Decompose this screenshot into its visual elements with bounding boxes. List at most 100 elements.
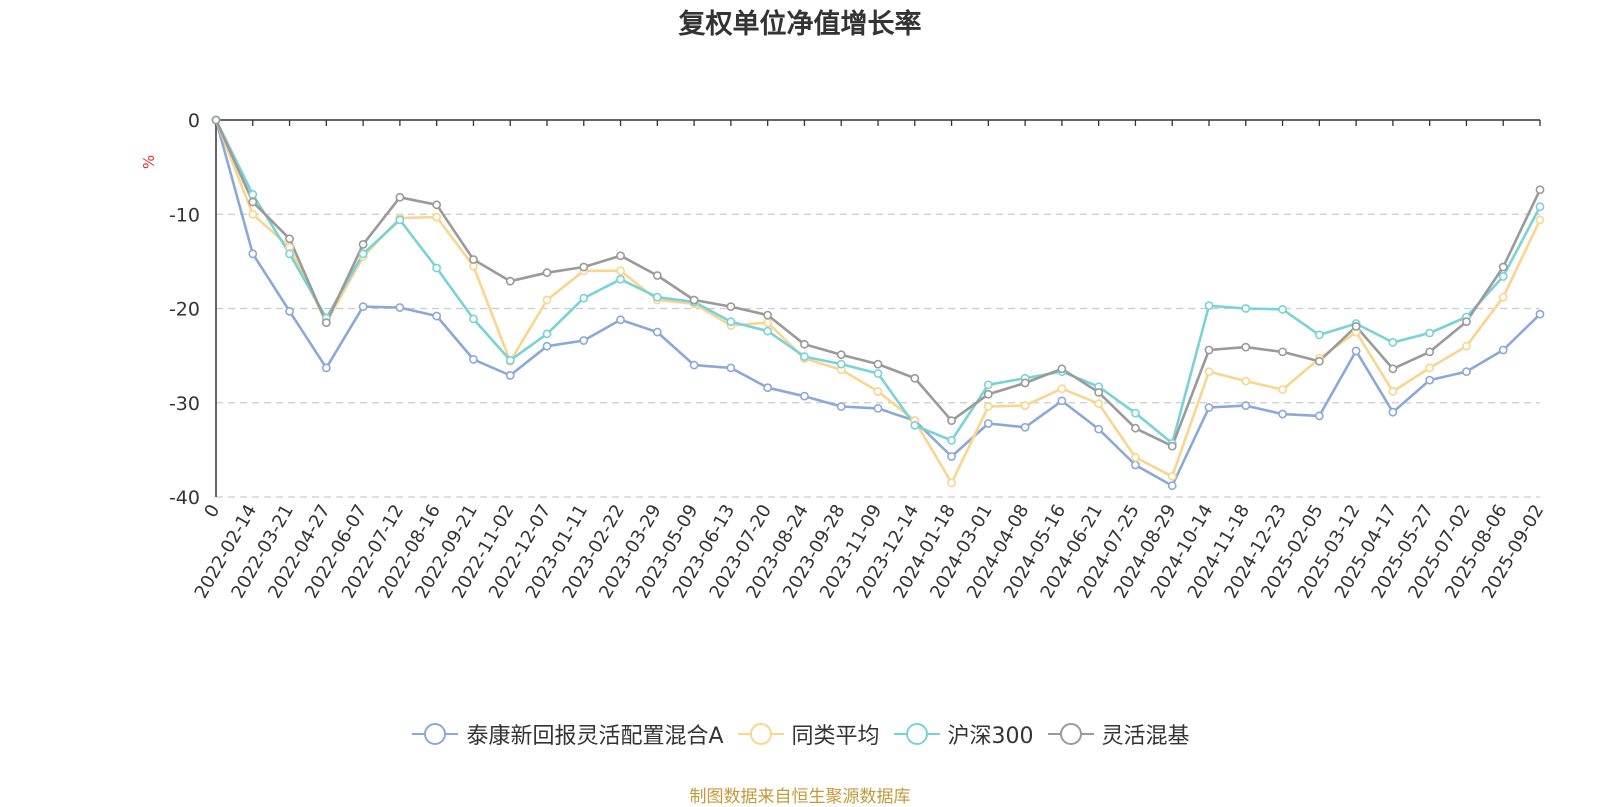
data-point <box>1057 364 1067 374</box>
data-point <box>836 402 846 411</box>
data-point <box>873 387 883 396</box>
legend-item-1[interactable]: 泰康新回报灵活配置混合A <box>410 718 724 750</box>
data-point <box>285 234 294 244</box>
data-point <box>1241 304 1251 313</box>
data-point <box>1351 322 1361 331</box>
data-point <box>1314 411 1324 421</box>
data-point <box>1278 385 1287 394</box>
data-point <box>1131 453 1140 462</box>
data-point <box>1462 317 1471 327</box>
data-point <box>248 197 258 207</box>
data-point <box>983 380 993 390</box>
legend-marker-icon <box>737 723 784 745</box>
data-point <box>469 314 478 324</box>
data-point <box>983 402 993 411</box>
legend-label: 灵活混基 <box>1101 724 1190 749</box>
data-point <box>358 240 368 249</box>
data-point <box>1204 345 1214 355</box>
data-point <box>1535 185 1545 195</box>
legend-label: 沪深300 <box>947 724 1034 749</box>
data-point <box>1425 363 1435 373</box>
data-point <box>1388 407 1398 417</box>
data-point <box>1278 347 1287 357</box>
y-axis-unit-label: % <box>140 155 158 169</box>
data-point <box>1204 367 1214 377</box>
data-point <box>1241 376 1251 386</box>
data-point <box>1314 330 1324 340</box>
data-point <box>505 355 515 365</box>
x-tick-label: 0 <box>200 501 224 521</box>
data-point <box>1204 403 1214 412</box>
data-point <box>1425 347 1435 357</box>
data-point <box>1057 396 1067 406</box>
data-point <box>836 359 846 369</box>
data-point <box>1204 301 1214 311</box>
x-tick-labels: 02022-02-142022-03-212022-04-272022-06-0… <box>191 501 1549 602</box>
data-point <box>1535 309 1545 319</box>
data-point <box>689 295 699 305</box>
data-point <box>395 192 405 202</box>
data-point <box>1278 305 1287 314</box>
data-point <box>505 371 515 380</box>
data-point <box>542 268 552 278</box>
data-point <box>652 327 662 337</box>
data-point <box>285 306 294 316</box>
data-point <box>248 249 258 259</box>
data-point <box>1498 345 1508 355</box>
data-point <box>1241 401 1251 410</box>
data-point <box>873 359 883 369</box>
data-point <box>763 326 773 336</box>
data-point <box>1462 367 1471 377</box>
data-point <box>321 318 331 328</box>
data-point <box>579 336 589 345</box>
data-point <box>542 295 552 305</box>
legend-item-2[interactable]: 同类平均 <box>736 718 880 750</box>
data-point <box>616 266 625 276</box>
data-point <box>1388 387 1398 396</box>
data-point <box>983 389 993 399</box>
data-point <box>616 315 625 325</box>
data-point <box>1278 409 1287 419</box>
series-markers <box>211 115 1545 491</box>
legend-item-4[interactable]: 灵活混基 <box>1046 718 1190 750</box>
data-point <box>947 478 956 488</box>
data-point <box>542 341 552 351</box>
legend-label: 同类平均 <box>791 724 880 749</box>
data-point <box>983 419 993 428</box>
data-point <box>1167 441 1177 451</box>
data-point <box>836 350 846 360</box>
data-point <box>652 271 662 280</box>
data-point <box>800 339 809 349</box>
data-point <box>432 212 442 222</box>
data-point <box>1167 471 1177 481</box>
data-point <box>1498 262 1508 272</box>
data-point <box>1167 481 1177 491</box>
data-point <box>1057 384 1067 394</box>
data-point <box>873 369 883 378</box>
data-point <box>432 263 442 273</box>
series-line-4 <box>214 119 1542 448</box>
legend-item-3[interactable]: 沪深300 <box>892 718 1034 750</box>
legend-marker-icon <box>412 723 459 745</box>
data-point <box>579 262 589 272</box>
data-point <box>726 363 736 373</box>
data-point <box>616 274 625 284</box>
data-point <box>1094 387 1104 397</box>
series-line-2 <box>214 119 1542 485</box>
data-point <box>910 420 920 430</box>
grid-lines <box>216 213 1540 498</box>
data-point <box>1241 342 1251 352</box>
data-point <box>1351 346 1361 356</box>
data-point <box>285 249 294 259</box>
data-point <box>947 416 956 426</box>
y-tick-label: -10 <box>169 204 200 226</box>
data-point <box>469 354 478 364</box>
legend: 泰康新回报灵活配置混合A 同类平均 沪深300 灵活混基 <box>0 718 1600 750</box>
data-point <box>1388 364 1398 374</box>
data-point <box>432 311 442 321</box>
series-lines <box>214 119 1542 487</box>
data-point <box>947 452 956 461</box>
y-tick-label: -30 <box>169 393 200 415</box>
data-point <box>726 302 736 312</box>
chart-title: 复权单位净值增长率 <box>678 9 922 40</box>
